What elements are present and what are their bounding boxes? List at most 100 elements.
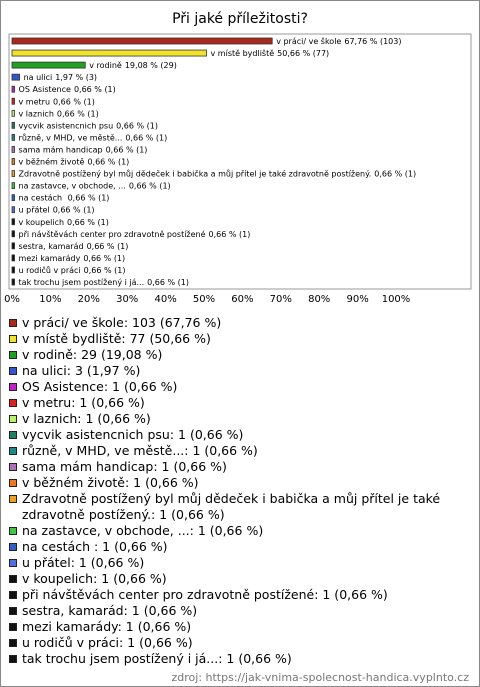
legend-swatch [9, 335, 17, 343]
x-tick-label: 10% [39, 294, 61, 305]
bar-category: při návštěvách center pro zdravotně post… [19, 228, 206, 238]
legend-item: na zastavce, v obchode, ...: 1 (0,66 %) [9, 523, 471, 539]
legend-item: v rodině: 29 (19,08 %) [9, 347, 471, 363]
legend-label: mezi kamarády: 1 (0,66 %) [22, 619, 192, 634]
legend-label: v běžném životě: 1 (0,66 %) [22, 475, 199, 490]
bar [11, 230, 15, 238]
bar-label: sestra, kamarád 0,66 % (1) [19, 241, 129, 250]
bar-category: OS Asistence [19, 85, 71, 94]
bar-category: v práci/ ve škole [276, 36, 341, 46]
legend-item: vycvik asistencnich psu: 1 (0,66 %) [9, 427, 471, 443]
legend-item: sestra, kamarád: 1 (0,66 %) [9, 603, 471, 619]
bar-label: v místě bydliště 50,66 % (77) [211, 48, 330, 58]
legend-label: Zdravotně postížený byl můj dědeček i ba… [22, 491, 441, 522]
plot-frame [8, 33, 472, 290]
legend-swatch [9, 319, 17, 327]
bar [11, 133, 15, 141]
value-label: 0,66 % (1) [87, 241, 129, 250]
legend-swatch [9, 623, 17, 631]
x-tick-label: 50% [193, 294, 215, 305]
bar-label: tak trochu jsem postížený i já... 0,66 % … [19, 278, 189, 287]
bar [11, 158, 15, 165]
legend-swatch [9, 479, 17, 487]
bar [11, 97, 15, 105]
legend-swatch [9, 655, 17, 663]
bar-label: vycvik asistencnich psu 0,66 % (1) [19, 121, 158, 130]
value-label: 0,66 % (1) [209, 229, 251, 238]
legend-label: u rodičů v práci: 1 (0,66 %) [22, 635, 193, 650]
value-label: 0,66 % (1) [147, 278, 189, 287]
x-tick-label: 20% [78, 294, 100, 305]
bar-category: Zdravotně postížený byl můj dědeček i ba… [19, 168, 372, 178]
bar-category: různě, v MHD, ve městě... [19, 132, 123, 142]
bar [11, 37, 273, 45]
legend-item: v práci/ ve škole: 103 (67,76 %) [9, 315, 471, 331]
value-label: 0,66 % (1) [74, 85, 116, 94]
source: zdroj: https://jak-vnima-spolecnost-hand… [171, 671, 470, 684]
legend-label: různě, v MHD, ve městě...: 1 (0,66 %) [22, 443, 258, 458]
legend-item: na ulici: 3 (1,97 %) [9, 363, 471, 379]
value-label: 0,66 % (1) [67, 217, 109, 226]
legend-label: v laznich: 1 (0,66 %) [22, 411, 151, 426]
legend-item: v metru: 1 (0,66 %) [9, 395, 471, 411]
bar-category: na zastavce, v obchode, ... [19, 181, 126, 190]
legend-item: u rodičů v práci: 1 (0,66 %) [9, 635, 471, 651]
legend-swatch [9, 543, 17, 551]
bar-label: v rodině 19,08 % (29) [89, 61, 177, 70]
value-label: 0,66 % (1) [125, 133, 167, 142]
value-label: 0,66 % (1) [53, 205, 95, 214]
bar-category: v koupelich [19, 217, 65, 226]
bar [11, 146, 15, 153]
value-label: 0,66 % (1) [116, 121, 158, 130]
bar-category: v metru [19, 97, 51, 106]
bar [11, 121, 15, 129]
value-label: 0,66 % (1) [84, 265, 126, 274]
value-label: 67,76 % (103) [344, 37, 401, 46]
value-label: 0,66 % (1) [83, 253, 125, 262]
legend-swatch [9, 431, 17, 439]
bar-category: v rodině [89, 61, 122, 70]
legend-label: na ulici: 3 (1,97 %) [22, 363, 141, 378]
legend-label: v rodině: 29 (19,08 %) [22, 347, 163, 362]
legend-swatch [9, 495, 17, 503]
bar-label: u rodičů v práci 0,66 % (1) [19, 264, 126, 274]
legend-item: tak trochu jsem postížený i já...: 1 (0,… [9, 651, 471, 667]
legend-label: v metru: 1 (0,66 %) [22, 395, 145, 410]
legend-label: při návštěvách center pro zdravotně post… [22, 587, 388, 602]
legend-item: sama mám handicap: 1 (0,66 %) [9, 459, 471, 475]
bar-label: na cestách 0,66 % (1) [19, 193, 110, 202]
legend-item: v místě bydliště: 77 (50,66 %) [9, 331, 471, 347]
legend-label: v místě bydliště: 77 (50,66 %) [22, 331, 211, 346]
legend-item: v koupelich: 1 (0,66 %) [9, 571, 471, 587]
value-label: 0,66 % (1) [129, 181, 171, 190]
legend-swatch [9, 383, 17, 391]
chart-title: Při jaké příležitosti? [172, 11, 308, 27]
legend-swatch [9, 559, 17, 567]
x-tick-label: 100% [382, 294, 411, 305]
x-tick-label: 90% [346, 294, 368, 305]
bar-label: při návštěvách center pro zdravotně post… [19, 228, 251, 238]
legend-item: Zdravotně postížený byl můj dědeček i ba… [9, 491, 471, 523]
legend-item: v laznich: 1 (0,66 %) [9, 411, 471, 427]
bar [11, 49, 207, 57]
chart: Při jaké příležitosti? 0% 10% 20% 30% 40% 50%… [4, 11, 472, 305]
x-tick-label: 0% [4, 294, 20, 305]
legend-swatch [9, 447, 17, 455]
bar-category: u rodičů v práci [19, 264, 81, 274]
bar [11, 206, 15, 214]
bar [11, 61, 86, 69]
legend-label: sama mám handicap: 1 (0,66 %) [22, 459, 227, 474]
value-label: 0,66 % (1) [53, 97, 95, 106]
legend-swatch [9, 415, 17, 423]
bar-category: u přátel [19, 205, 50, 214]
bar-label: v práci/ ve škole 67,76 % (103) [276, 36, 401, 46]
bar-category: na cestách [19, 193, 65, 202]
legend-swatch [9, 527, 17, 535]
legend-item: u přátel: 1 (0,66 %) [9, 555, 471, 571]
bar-category: vycvik asistencnich psu [19, 121, 114, 130]
bar-label: mezi kamarády 0,66 % (1) [19, 253, 126, 262]
bar-label: u přátel 0,66 % (1) [19, 205, 95, 214]
legend-swatch [9, 351, 17, 359]
bar-label: OS Asistence 0,66 % (1) [19, 85, 116, 94]
